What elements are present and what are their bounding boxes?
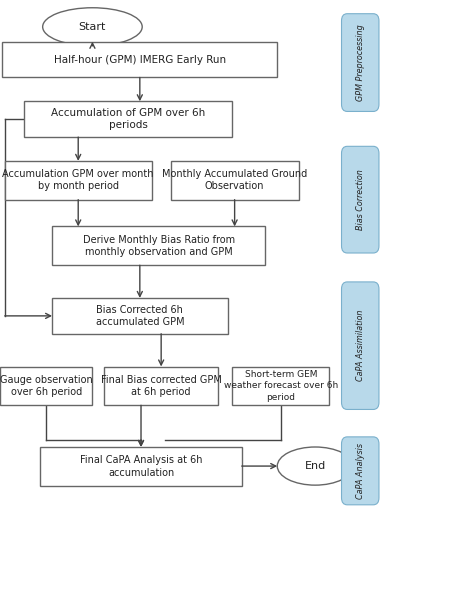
Text: Accumulation of GPM over 6h
periods: Accumulation of GPM over 6h periods [51, 108, 205, 131]
Text: End: End [305, 461, 326, 471]
Text: Final CaPA Analysis at 6h
accumulation: Final CaPA Analysis at 6h accumulation [80, 455, 202, 477]
Text: CaPA Assimilation: CaPA Assimilation [356, 310, 365, 381]
FancyBboxPatch shape [52, 298, 228, 334]
FancyBboxPatch shape [104, 367, 218, 405]
FancyBboxPatch shape [24, 101, 232, 137]
Text: Short-term GEM
weather forecast over 6h
period: Short-term GEM weather forecast over 6h … [224, 370, 338, 402]
Text: Monthly Accumulated Ground
Observation: Monthly Accumulated Ground Observation [162, 169, 307, 191]
Text: Gauge observation
over 6h period: Gauge observation over 6h period [0, 375, 92, 397]
Text: Bias Correction: Bias Correction [356, 169, 365, 230]
FancyBboxPatch shape [171, 161, 299, 200]
FancyBboxPatch shape [341, 14, 379, 111]
FancyBboxPatch shape [2, 42, 277, 77]
FancyBboxPatch shape [0, 367, 92, 405]
FancyBboxPatch shape [40, 447, 242, 486]
Text: Final Bias corrected GPM
at 6h period: Final Bias corrected GPM at 6h period [100, 375, 222, 397]
Text: Start: Start [79, 22, 106, 32]
FancyBboxPatch shape [52, 226, 265, 265]
Ellipse shape [43, 8, 142, 46]
Text: Derive Monthly Bias Ratio from
monthly observation and GPM: Derive Monthly Bias Ratio from monthly o… [83, 235, 235, 257]
Text: Half-hour (GPM) IMERG Early Run: Half-hour (GPM) IMERG Early Run [54, 55, 226, 64]
FancyBboxPatch shape [341, 147, 379, 253]
FancyBboxPatch shape [5, 161, 152, 200]
Text: CaPA Analysis: CaPA Analysis [356, 443, 365, 499]
FancyBboxPatch shape [232, 367, 329, 405]
FancyBboxPatch shape [341, 437, 379, 505]
Text: Bias Corrected 6h
accumulated GPM: Bias Corrected 6h accumulated GPM [96, 305, 184, 327]
Text: Accumulation GPM over month
by month period: Accumulation GPM over month by month per… [2, 169, 154, 191]
Ellipse shape [277, 447, 353, 485]
Text: GPM Preprocessing: GPM Preprocessing [356, 24, 365, 101]
FancyBboxPatch shape [341, 282, 379, 409]
